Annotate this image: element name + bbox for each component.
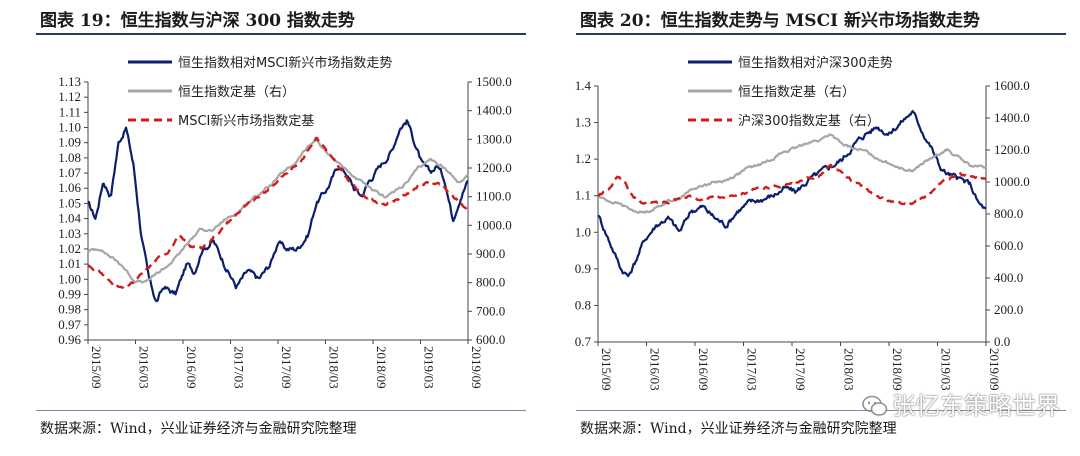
y-tick-label-left: 0.99 <box>58 286 81 301</box>
line-chart: 0.7 0.8 0.9 1.0 1.1 1.2 1.3 1.4 0.0 200.0 400.0 600… <box>575 55 1030 391</box>
wechat-icon <box>862 395 888 416</box>
y-tick-label-left: 0.96 <box>58 332 81 347</box>
x-tick-label: 2015/09 <box>599 348 614 391</box>
chart-panel-left: 图表 19：恒生指数与沪深 300 指数走势 0.96 0.97 0.98 0.99 1… <box>36 11 526 437</box>
y-tick-label-right: 600.0 <box>476 332 505 347</box>
legend-label: 沪深300指数定基（右） <box>738 113 880 129</box>
x-tick-label: 2016/03 <box>137 346 152 389</box>
y-tick-label-left: 0.98 <box>58 302 81 317</box>
x-tick-label: 2017/09 <box>279 346 294 389</box>
y-tick-label-left: 1.2 <box>575 151 591 166</box>
x-tick-label: 2016/09 <box>184 346 199 389</box>
line-chart: 0.960.970.980.991.001.011.021.031.041.05… <box>58 55 512 389</box>
y-tick-label-right: 1000.0 <box>994 174 1030 189</box>
y-tick-label-right: 400.0 <box>994 270 1023 285</box>
x-tick-label: 2019/03 <box>939 348 954 391</box>
x-tick-label: 2018/03 <box>327 346 342 389</box>
series-line <box>598 133 987 214</box>
x-tick-label: 2019/09 <box>469 346 484 389</box>
y-tick-label-left: 1.0 <box>575 224 591 239</box>
x-tick-label: 2018/09 <box>890 348 905 391</box>
x-tick-label: 2018/09 <box>374 346 389 389</box>
y-tick-label-left: 1.08 <box>58 150 81 165</box>
x-tick-label: 2016/09 <box>696 348 711 391</box>
x-tick-label: 2017/09 <box>793 348 808 391</box>
y-tick-label-left: 1.00 <box>58 271 81 286</box>
y-tick-label-right: 1400.0 <box>476 103 512 118</box>
y-tick-label-right: 1300.0 <box>476 131 512 146</box>
y-tick-label-right: 1600.0 <box>994 78 1030 93</box>
y-tick-label-left: 1.11 <box>59 104 81 119</box>
y-tick-label-left: 1.03 <box>58 226 81 241</box>
y-tick-label-right: 1100.0 <box>476 189 511 204</box>
watermark: 张忆东策略世界 <box>862 386 1060 421</box>
y-tick-label-right: 1200.0 <box>476 160 512 175</box>
chart-title: 图表 19：恒生指数与沪深 300 指数走势 <box>40 11 355 31</box>
x-tick-label: 2017/03 <box>745 348 760 391</box>
y-tick-label-left: 0.7 <box>575 334 592 349</box>
chart-source: 数据来源：Wind，兴业证券经济与金融研究院整理 <box>40 421 357 437</box>
y-tick-label-right: 200.0 <box>994 302 1023 317</box>
y-tick-label-left: 1.04 <box>58 211 81 226</box>
y-tick-label-left: 1.09 <box>58 135 81 150</box>
y-tick-label-right: 800.0 <box>476 275 505 290</box>
legend-label: 恒生指数相对沪深300走势 <box>738 55 893 71</box>
y-tick-label-left: 1.05 <box>58 195 81 210</box>
chart-source: 数据来源：Wind，兴业证券经济与金融研究院整理 <box>580 421 897 437</box>
x-tick-label: 2015/09 <box>89 346 104 389</box>
y-tick-label-left: 1.10 <box>58 120 81 135</box>
y-tick-label-right: 700.0 <box>476 303 505 318</box>
y-tick-label-left: 1.07 <box>58 165 81 180</box>
series-line <box>87 137 469 284</box>
y-tick-label-left: 0.97 <box>58 317 81 332</box>
series-line <box>597 163 987 206</box>
y-tick-label-left: 1.13 <box>58 74 81 89</box>
y-tick-label-right: 1400.0 <box>994 110 1030 125</box>
y-tick-label-right: 0.0 <box>994 334 1010 349</box>
y-tick-label-left: 1.3 <box>575 115 591 130</box>
legend-label: 恒生指数相对MSCI新兴市场指数走势 <box>178 55 392 71</box>
y-tick-label-left: 1.12 <box>58 89 81 104</box>
source-divider <box>576 410 1066 411</box>
y-tick-label-right: 1200.0 <box>994 142 1030 157</box>
y-tick-label-left: 1.06 <box>58 180 81 195</box>
y-tick-label-right: 600.0 <box>994 238 1023 253</box>
x-tick-label: 2019/09 <box>987 348 1002 391</box>
watermark-text: 张忆东策略世界 <box>892 392 1060 420</box>
x-tick-label: 2018/03 <box>842 348 857 391</box>
x-tick-label: 2019/03 <box>422 346 437 389</box>
legend-label: 恒生指数定基（右） <box>178 85 295 100</box>
x-tick-label: 2016/03 <box>648 348 663 391</box>
y-tick-label-left: 1.02 <box>58 241 81 256</box>
chart-title: 图表 20：恒生指数走势与 MSCI 新兴市场指数走势 <box>580 11 980 31</box>
y-tick-label-right: 1000.0 <box>476 217 512 232</box>
x-tick-label: 2017/03 <box>232 346 247 389</box>
y-tick-label-right: 800.0 <box>994 206 1023 221</box>
y-tick-label-left: 0.9 <box>575 261 591 276</box>
legend-label: 恒生指数定基（右） <box>738 85 855 100</box>
title-divider <box>36 33 526 35</box>
y-tick-label-left: 1.01 <box>58 256 81 271</box>
y-tick-label-right: 900.0 <box>476 246 505 261</box>
source-divider <box>36 410 526 411</box>
legend-label: MSCI新兴市场指数定基 <box>178 113 314 129</box>
series-line <box>87 136 469 289</box>
y-tick-label-right: 1500.0 <box>476 74 512 89</box>
chart-panel-right: 图表 20：恒生指数走势与 MSCI 新兴市场指数走势 0.7 0.8 0.9 1.0… <box>540 0 1080 456</box>
title-divider <box>576 33 1066 35</box>
y-tick-label-left: 0.8 <box>575 297 591 312</box>
y-tick-label-left: 1.4 <box>575 78 592 93</box>
y-tick-label-left: 1.1 <box>575 188 591 203</box>
series-line <box>597 110 987 278</box>
series-line <box>87 119 469 303</box>
